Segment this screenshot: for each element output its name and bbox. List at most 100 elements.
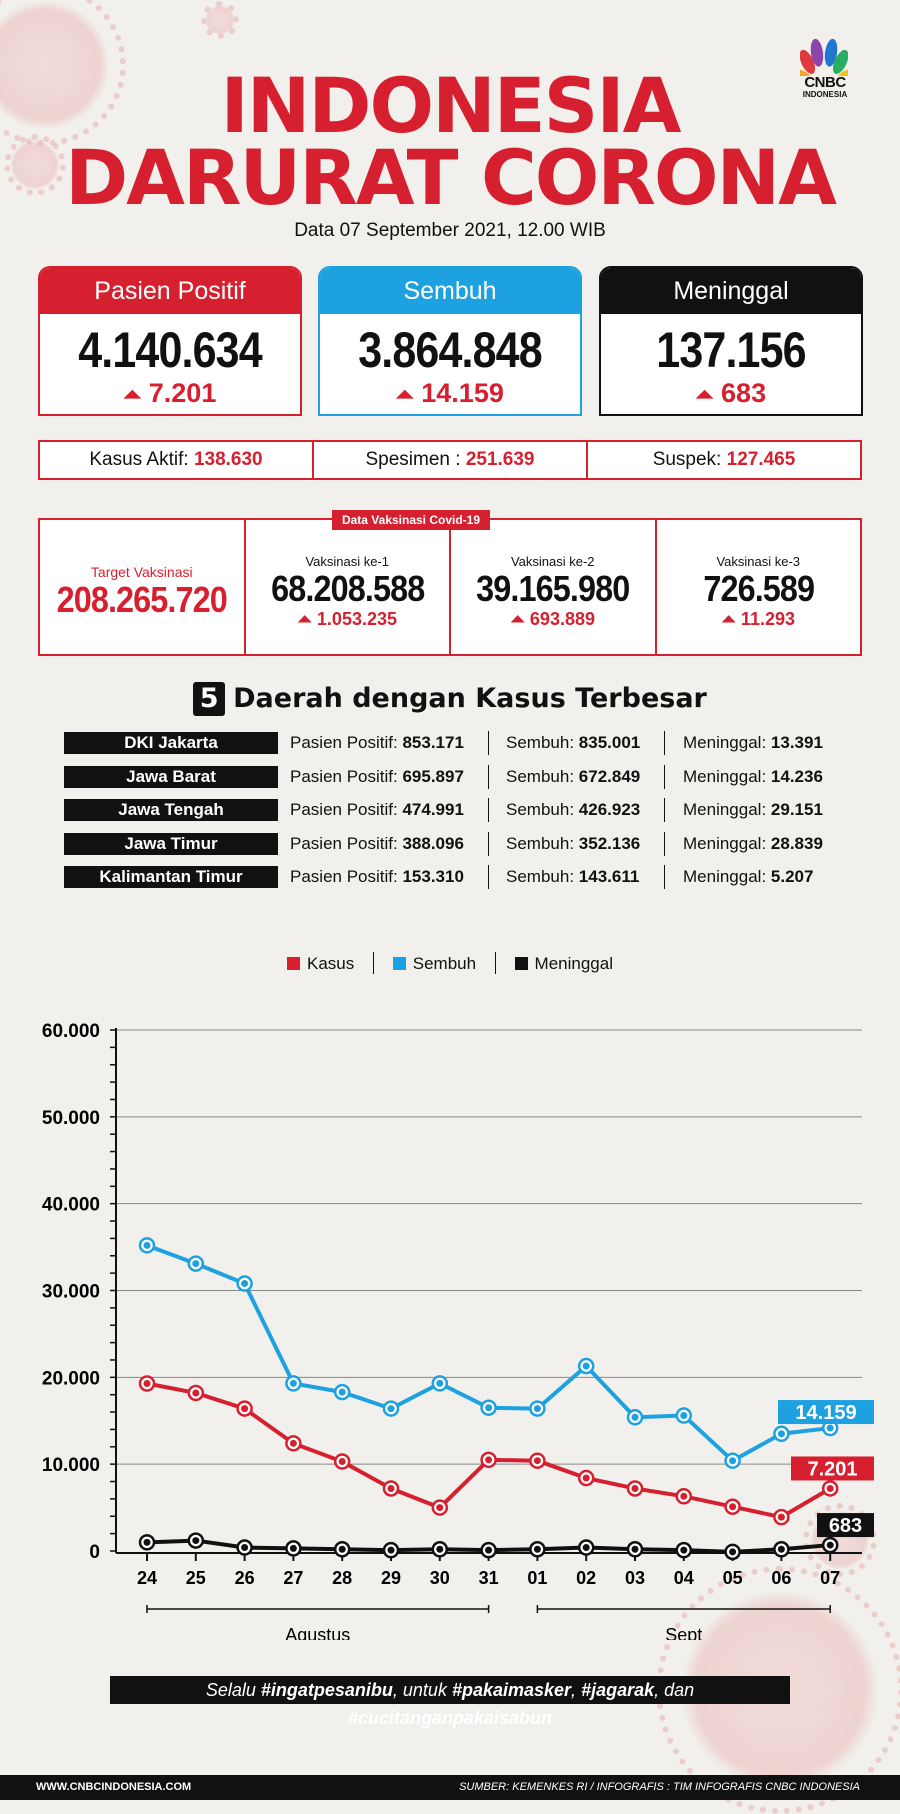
legend-item-sembuh: Sembuh bbox=[392, 954, 477, 974]
y-tick-label: 30.000 bbox=[42, 1282, 100, 1303]
page-title: INDONESIA DARURAT CORONA bbox=[0, 61, 900, 216]
table-row: Jawa Tengah Pasien Positif: 474.991 Semb… bbox=[64, 795, 864, 829]
vax-delta: ⏶ 1.053.235 bbox=[246, 609, 450, 630]
data-point-core bbox=[143, 1538, 151, 1546]
footer-bar: WWW.CNBCINDONESIA.COM SUMBER: KEMENKES R… bbox=[0, 1775, 900, 1800]
card-label: Sembuh bbox=[320, 268, 580, 314]
regions-title-text: Daerah dengan Kasus Terbesar bbox=[233, 683, 707, 714]
region-meninggal: Meninggal: 28.839 bbox=[683, 833, 823, 853]
divider bbox=[488, 865, 489, 889]
y-tick-label: 50.000 bbox=[42, 1108, 100, 1129]
data-point-core bbox=[436, 1545, 444, 1553]
region-name: Jawa Timur bbox=[64, 832, 278, 855]
vax-delta-value: 1.053.235 bbox=[316, 609, 397, 629]
double-chevron-up-icon: ⏶ bbox=[396, 382, 414, 407]
data-point-core bbox=[436, 1379, 444, 1387]
vax-dose-3: Vaksinasi ke-3 726.589 ⏶ 11.293 bbox=[657, 520, 861, 654]
data-point-core bbox=[338, 1388, 346, 1396]
vax-target-value: 208.265.720 bbox=[56, 579, 228, 620]
legend-label: Kasus bbox=[307, 954, 355, 973]
data-point-core bbox=[631, 1413, 639, 1421]
divider bbox=[664, 764, 665, 789]
card-delta-value: 14.159 bbox=[421, 378, 504, 408]
y-tick-label: 20.000 bbox=[42, 1368, 100, 1389]
end-label: 14.159 bbox=[795, 1402, 856, 1424]
legend-swatch bbox=[514, 957, 528, 970]
divider bbox=[488, 831, 489, 856]
data-point-core bbox=[289, 1379, 297, 1387]
data-point-core bbox=[289, 1439, 297, 1447]
legend-label: Sembuh bbox=[412, 954, 477, 973]
data-point-core bbox=[729, 1503, 737, 1511]
table-row: Kalimantan Timur Pasien Positif: 153.310… bbox=[64, 862, 864, 896]
slogan-text: Selalu bbox=[205, 1680, 261, 1700]
vax-dose-2: Vaksinasi ke-2 39.165.980 ⏶ 693.889 bbox=[451, 520, 657, 654]
y-tick-label: 60.000 bbox=[42, 1021, 100, 1042]
region-positif: Pasien Positif: 853.171 bbox=[290, 733, 464, 752]
data-point-core bbox=[582, 1544, 590, 1552]
slogan-hashtag: #jagarak bbox=[581, 1680, 655, 1700]
region-name: DKI Jakarta bbox=[64, 732, 278, 754]
stat-spesimen: Spesimen : 251.639 bbox=[314, 442, 588, 478]
vax-value: 726.589 bbox=[702, 568, 815, 609]
stat-value: 138.630 bbox=[193, 449, 263, 470]
virus-decoration bbox=[4, 134, 66, 196]
data-point-core bbox=[631, 1484, 639, 1492]
footer-site: WWW.CNBCINDONESIA.COM bbox=[36, 1781, 192, 1793]
virus-decoration bbox=[0, 0, 126, 146]
legend-item-meninggal: Meninggal bbox=[514, 954, 613, 974]
data-point-core bbox=[485, 1546, 493, 1554]
table-row: DKI Jakarta Pasien Positif: 853.171 Semb… bbox=[64, 728, 864, 762]
y-tick-label: 40.000 bbox=[42, 1195, 100, 1216]
card-value: 3.864.848 bbox=[358, 322, 542, 378]
data-point-core bbox=[777, 1430, 785, 1438]
logo-subtitle: INDONESIA bbox=[802, 90, 848, 99]
divider bbox=[664, 865, 665, 889]
data-point-core bbox=[826, 1541, 834, 1549]
data-point-core bbox=[143, 1379, 151, 1387]
region-meninggal: Meninggal: 13.391 bbox=[683, 733, 823, 752]
cnbc-logo: CNBC INDONESIA bbox=[790, 38, 860, 100]
data-point-core bbox=[680, 1412, 688, 1420]
slogan-text: , untuk bbox=[392, 1680, 452, 1700]
regions-number: 5 bbox=[193, 682, 226, 716]
vax-target-label: Target Vaksinasi bbox=[90, 564, 193, 580]
region-name: Kalimantan Timur bbox=[64, 866, 278, 888]
card-pasien-positif: Pasien Positif 4.140.634 ⏶ 7.201 bbox=[38, 266, 302, 416]
vax-value: 68.208.588 bbox=[270, 568, 425, 609]
title-line-1: INDONESIA bbox=[220, 61, 682, 150]
vax-target: Target Vaksinasi 208.265.720 bbox=[40, 520, 246, 654]
data-point-core bbox=[436, 1504, 444, 1512]
peacock-icon bbox=[800, 38, 848, 76]
vax-label: Vaksinasi ke-3 bbox=[716, 554, 801, 569]
stat-kasus-aktif: Kasus Aktif: 138.630 bbox=[40, 442, 314, 478]
data-point-core bbox=[387, 1484, 395, 1492]
x-tick-label: 06 bbox=[771, 1568, 791, 1588]
legend-divider bbox=[494, 952, 496, 974]
region-meninggal: Meninggal: 5.207 bbox=[683, 867, 814, 886]
x-tick-label: 31 bbox=[479, 1568, 499, 1588]
logo-wordmark: CNBC bbox=[804, 74, 846, 91]
card-delta-value: 683 bbox=[721, 378, 767, 408]
virus-decoration bbox=[201, 1, 239, 39]
y-tick-label: 10.000 bbox=[42, 1455, 100, 1476]
stat-label: Kasus Aktif: bbox=[89, 449, 189, 470]
region-meninggal: Meninggal: 14.236 bbox=[683, 766, 823, 786]
end-label-box bbox=[817, 1513, 874, 1538]
data-point-core bbox=[777, 1545, 785, 1553]
slogan-hashtag: #ingatpesanibu bbox=[260, 1680, 393, 1700]
region-positif: Pasien Positif: 474.991 bbox=[290, 800, 464, 819]
data-point-core bbox=[338, 1545, 346, 1553]
legend-item-kasus: Kasus bbox=[287, 954, 354, 974]
x-tick-label: 30 bbox=[430, 1568, 450, 1588]
double-chevron-up-icon: ⏶ bbox=[510, 609, 525, 629]
region-sembuh: Sembuh: 143.611 bbox=[506, 867, 640, 886]
divider bbox=[488, 731, 489, 755]
data-point-core bbox=[192, 1537, 200, 1545]
vax-delta: ⏶ 11.293 bbox=[657, 609, 861, 630]
region-positif: Pasien Positif: 388.096 bbox=[290, 833, 464, 853]
x-tick-label: 04 bbox=[674, 1568, 694, 1588]
region-sembuh: Sembuh: 835.001 bbox=[506, 733, 641, 752]
slogan-banner: Selalu #ingatpesanibu, untuk #pakaimaske… bbox=[110, 1676, 790, 1728]
double-chevron-up-icon: ⏶ bbox=[721, 609, 736, 629]
